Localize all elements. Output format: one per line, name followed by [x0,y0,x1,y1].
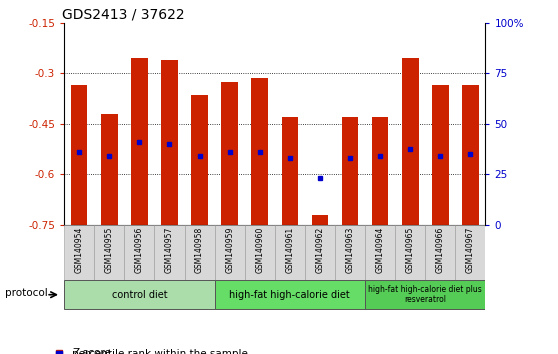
Text: GSM140958: GSM140958 [195,227,204,273]
Bar [185,225,215,280]
Bar [425,225,455,280]
Text: GSM140960: GSM140960 [255,227,264,273]
Bar [455,225,485,280]
Bar [161,60,178,225]
Text: GSM140966: GSM140966 [436,227,445,273]
Text: GSM140959: GSM140959 [225,227,234,273]
Bar [101,114,118,225]
Bar [372,117,388,225]
Bar [462,85,479,225]
Bar [341,117,358,225]
Bar [124,225,155,280]
Bar [252,79,268,225]
Bar [94,225,124,280]
Bar [222,82,238,225]
Text: Z-score: Z-score [73,348,112,354]
Bar [335,225,365,280]
Text: high-fat high-calorie diet plus
resveratrol: high-fat high-calorie diet plus resverat… [368,285,482,304]
Bar [64,280,215,309]
Text: GSM140957: GSM140957 [165,227,174,273]
Bar [191,95,208,225]
Text: control diet: control diet [112,290,167,300]
Bar [305,225,335,280]
Bar [275,225,305,280]
Text: GSM140965: GSM140965 [406,227,415,273]
Text: GSM140967: GSM140967 [466,227,475,273]
Bar [395,225,425,280]
Bar [215,280,365,309]
Text: GSM140956: GSM140956 [135,227,144,273]
Text: percentile rank within the sample: percentile rank within the sample [73,348,248,354]
Bar [131,58,148,225]
Text: GDS2413 / 37622: GDS2413 / 37622 [62,8,185,22]
Text: GSM140962: GSM140962 [315,227,324,273]
Text: GSM140955: GSM140955 [105,227,114,273]
Text: GSM140963: GSM140963 [345,227,354,273]
Bar [402,58,418,225]
Bar [64,225,94,280]
Bar [215,225,245,280]
Text: GSM140964: GSM140964 [376,227,384,273]
Text: GSM140961: GSM140961 [285,227,295,273]
Bar [245,225,275,280]
Bar [365,280,485,309]
Bar [71,85,88,225]
Text: high-fat high-calorie diet: high-fat high-calorie diet [229,290,350,300]
Bar [282,117,298,225]
Bar [365,225,395,280]
Text: GSM140954: GSM140954 [75,227,84,273]
Bar [432,85,449,225]
Bar [312,215,328,225]
Text: protocol: protocol [5,288,48,298]
Bar [155,225,185,280]
